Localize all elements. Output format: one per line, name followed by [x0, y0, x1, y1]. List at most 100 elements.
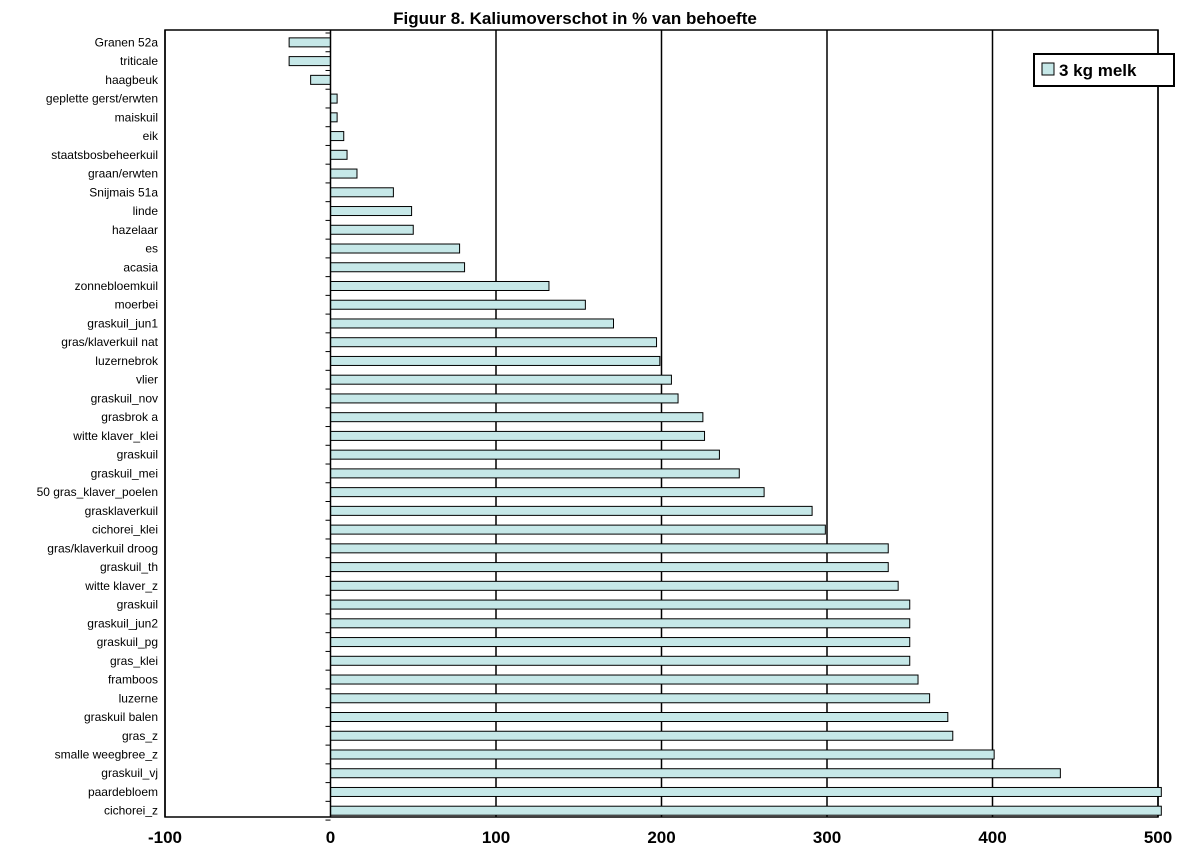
category-label: grasklaverkuil — [85, 504, 158, 518]
bar — [330, 168, 358, 179]
bar — [330, 412, 704, 423]
category-label: grasbrok a — [101, 410, 158, 424]
bar — [330, 149, 348, 160]
x-tick-label: 300 — [813, 828, 841, 847]
bar — [330, 449, 720, 460]
category-label: es — [145, 242, 158, 256]
legend-entry-3-kg-melk: 3 kg melk — [1059, 61, 1137, 80]
bar — [330, 749, 995, 760]
bar — [330, 693, 931, 704]
category-label: zonnebloemkuil — [75, 279, 158, 293]
category-label: Snijmais 51a — [89, 185, 158, 199]
category-label: hazelaar — [112, 223, 158, 237]
bar — [288, 37, 331, 48]
category-label: witte klaver_klei — [72, 429, 158, 443]
bar — [330, 337, 658, 348]
bar — [288, 56, 331, 67]
category-label: framboos — [108, 673, 158, 687]
category-label: maiskuil — [115, 110, 158, 124]
category-label: acasia — [123, 260, 158, 274]
bar — [330, 318, 615, 329]
category-label: graskuil_jun1 — [87, 316, 158, 330]
category-label: triticale — [120, 54, 158, 68]
legend: 3 kg melk — [1033, 53, 1175, 87]
x-tick-label: 400 — [978, 828, 1006, 847]
category-label: 50 gras_klaver_poelen — [37, 485, 158, 499]
bar — [330, 112, 338, 123]
x-tick-label: 200 — [647, 828, 675, 847]
bar — [330, 637, 911, 648]
category-label: graan/erwten — [88, 167, 158, 181]
bar — [330, 468, 740, 479]
bar — [330, 131, 345, 142]
bar — [330, 430, 706, 441]
bar — [330, 543, 889, 554]
plot-area-frame — [164, 29, 1159, 818]
category-label: graskuil_jun2 — [87, 616, 158, 630]
category-label: linde — [133, 204, 159, 218]
bar — [330, 562, 889, 573]
bars — [288, 37, 1162, 816]
bar — [330, 674, 919, 685]
category-label: gras_z — [122, 729, 158, 743]
category-label: graskuil_pg — [97, 635, 158, 649]
legend-swatch — [1041, 62, 1055, 76]
bar — [330, 505, 813, 516]
x-axis-tick-labels: -100 0 100 200 300 400 500 — [148, 828, 1172, 847]
bar — [330, 730, 954, 741]
category-label: Granen 52a — [95, 35, 159, 49]
bar — [330, 618, 911, 629]
category-label: graskuil — [117, 598, 158, 612]
bar — [330, 599, 911, 610]
bar — [330, 93, 338, 104]
bar — [330, 206, 413, 217]
bar — [330, 712, 949, 723]
bar — [330, 243, 461, 254]
category-label: graskuil_vj — [101, 766, 158, 780]
category-label: cichorei_z — [104, 804, 158, 818]
category-label: graskuil — [117, 448, 158, 462]
category-label: graskuil_th — [100, 560, 158, 574]
bar — [330, 655, 911, 666]
bar — [310, 74, 332, 85]
bar — [330, 280, 550, 291]
x-tick-label: 100 — [482, 828, 510, 847]
bar — [330, 299, 586, 310]
category-label: vlier — [136, 373, 158, 387]
bar — [330, 487, 765, 498]
category-label: eik — [143, 129, 159, 143]
category-label: luzerne — [119, 691, 159, 705]
category-label: gras/klaverkuil nat — [61, 335, 158, 349]
x-tick-label: 500 — [1144, 828, 1172, 847]
bar — [330, 786, 1162, 797]
category-label: smalle weegbree_z — [55, 747, 158, 761]
category-label: gras/klaverkuil droog — [47, 541, 158, 555]
category-label: graskuil_mei — [91, 466, 158, 480]
legend-box — [1033, 53, 1175, 87]
category-label: luzernebrok — [95, 354, 159, 368]
category-label: moerbei — [115, 298, 158, 312]
category-label: graskuil_nov — [91, 391, 158, 405]
category-labels: Granen 52a triticale haagbeuk geplette gers… — [37, 35, 159, 817]
category-label: haagbeuk — [105, 73, 159, 87]
x-tick-label: 0 — [326, 828, 335, 847]
bar — [330, 355, 661, 366]
bar — [330, 768, 1061, 779]
category-label: paardebloem — [88, 785, 158, 799]
bar — [330, 187, 394, 198]
bar — [330, 805, 1162, 816]
chart-title: Figuur 8. Kaliumoverschot in % van behoe… — [393, 9, 757, 28]
bar — [330, 524, 826, 535]
category-label: gras_klei — [110, 654, 158, 668]
category-label: geplette gerst/erwten — [46, 92, 158, 106]
category-label: cichorei_klei — [92, 523, 158, 537]
category-label: staatsbosbeheerkuil — [51, 148, 158, 162]
bar — [330, 262, 466, 273]
bar — [330, 393, 679, 404]
bar — [330, 374, 672, 385]
category-axis — [325, 30, 332, 821]
bar — [330, 580, 899, 591]
category-label: witte klaver_z — [84, 579, 158, 593]
category-label: graskuil balen — [84, 710, 158, 724]
